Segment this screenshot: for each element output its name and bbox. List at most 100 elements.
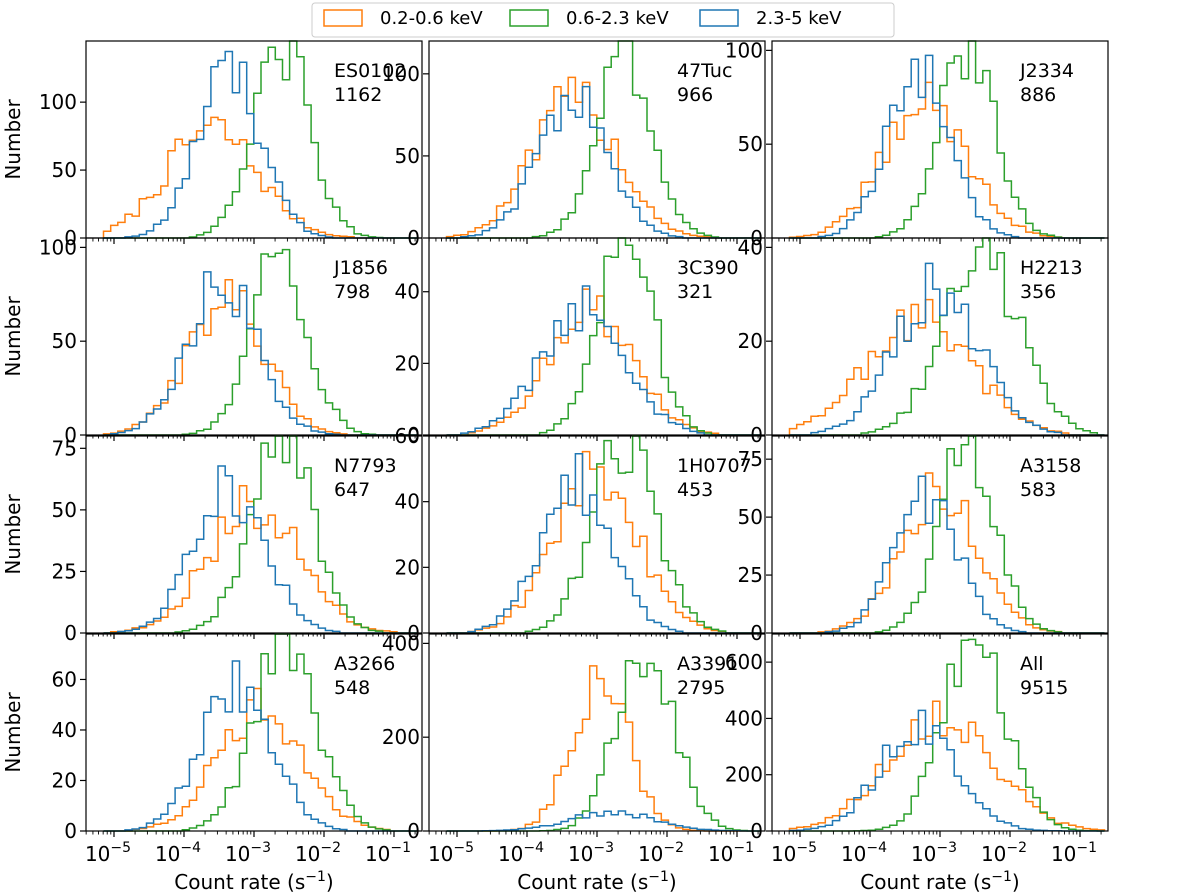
histogram-H2213-series-2	[789, 262, 1105, 436]
histogram-47Tuc-series-2	[446, 85, 762, 239]
legend-label-medium: 0.6-2.3 keV	[566, 8, 669, 29]
histogram-3C390-series-2	[446, 285, 762, 436]
y-axis-label: Number	[1, 99, 25, 180]
panel-name: 1H0707	[677, 455, 752, 477]
y-tick-label: 0	[64, 819, 77, 843]
y-tick-label: 20	[395, 351, 420, 375]
y-tick-label: 20	[395, 555, 420, 579]
y-tick-label: 50	[738, 505, 763, 529]
panel-name: H2213	[1020, 257, 1083, 279]
panel-count: 798	[334, 281, 370, 303]
y-axis-label: Number	[1, 494, 25, 575]
y-axis-label: Number	[1, 296, 25, 377]
y-tick-label: 60	[395, 424, 420, 448]
y-tick-label: 100	[382, 62, 420, 86]
x-tick-exponent: −2	[1006, 840, 1027, 856]
panel-count: 548	[334, 677, 370, 699]
y-tick-label: 75	[52, 436, 77, 460]
y-tick-label: 40	[52, 718, 77, 742]
panel-name: ES0102	[334, 60, 406, 82]
x-axis-label-close: )	[326, 870, 334, 894]
x-axis-label: Count rate (s−1)	[174, 869, 333, 894]
y-tick-label: 0	[750, 621, 763, 645]
x-tick-label: 10−2	[981, 840, 1027, 866]
histogram-J1856-series-2	[103, 271, 419, 436]
panel-count: 356	[1020, 281, 1056, 303]
panel-name: 47Tuc	[677, 60, 732, 82]
x-tick-exponent: −2	[663, 840, 684, 856]
x-tick-exponent: −1	[1076, 840, 1097, 856]
y-tick-label: 0	[407, 423, 420, 447]
y-tick-label: 0	[407, 819, 420, 843]
y-tick-label: 0	[64, 621, 77, 645]
histogram-H2213-series-0	[788, 298, 1105, 436]
panel-name: A3391	[677, 653, 738, 675]
panel-name: A3158	[1020, 455, 1081, 477]
y-tick-label: 40	[395, 280, 420, 304]
histogram-A3158-series-2	[789, 475, 1105, 634]
histogram-ES0102-series-0	[102, 116, 419, 239]
y-tick-label: 100	[725, 38, 763, 62]
y-tick-label: 50	[52, 498, 77, 522]
panel-count: 2795	[677, 677, 725, 699]
x-tick-label: 10−2	[295, 840, 341, 866]
x-tick-exponent: −4	[866, 840, 887, 856]
y-tick-label: 25	[52, 559, 77, 583]
y-tick-label: 50	[52, 329, 77, 353]
y-tick-label: 60	[52, 667, 77, 691]
histogram-1H0707-series-2	[446, 453, 762, 634]
histogram-A3158-series-0	[789, 472, 1105, 634]
histogram-N7793-series-1	[103, 435, 419, 634]
x-tick-label: 10−4	[155, 840, 201, 866]
histogram-All-series-2	[788, 709, 1105, 832]
y-tick-label: 200	[382, 725, 420, 749]
x-tick-label: 10−5	[85, 840, 131, 866]
panel-A3266: 0 20 40 60 10−5 10−4 10−3 10−2 10−1 Count rate (s…	[1, 633, 423, 894]
y-tick-label: 0	[750, 423, 763, 447]
x-tick-label: 10−3	[225, 840, 271, 866]
histogram-A3266-series-2	[103, 660, 419, 832]
y-tick-label: 75	[738, 447, 763, 471]
histogram-J1856-series-1	[103, 248, 419, 436]
y-tick-label: 600	[725, 650, 763, 674]
x-tick-exponent: −4	[180, 840, 201, 856]
x-axis-label-exponent: −1	[305, 869, 326, 885]
x-axis-label-close: )	[1012, 870, 1020, 894]
histogram-N7793-series-0	[103, 484, 419, 634]
y-tick-label: 0	[407, 621, 420, 645]
x-tick-label: 10−4	[841, 840, 887, 866]
x-tick-exponent: −4	[523, 840, 544, 856]
y-tick-label: 20	[738, 329, 763, 353]
x-tick-label: 10−3	[911, 840, 957, 866]
histogram-A3391-series-2	[446, 810, 762, 832]
x-axis-label-exponent: −1	[648, 869, 669, 885]
y-tick-label: 50	[395, 144, 420, 168]
y-tick-label: 25	[738, 563, 763, 587]
x-axis-label: Count rate (s−1)	[517, 869, 676, 894]
y-tick-label: 0	[750, 819, 763, 843]
x-tick-label: 10−1	[708, 840, 754, 866]
y-tick-label: 400	[725, 706, 763, 730]
histogram-1H0707-series-1	[446, 435, 762, 634]
y-tick-label: 200	[725, 763, 763, 787]
x-tick-label: 10−3	[568, 840, 614, 866]
panel-count: 1162	[334, 84, 382, 106]
legend-frame	[311, 2, 895, 38]
panel-count: 9515	[1020, 677, 1068, 699]
panel-name: J2334	[1019, 60, 1074, 82]
histogram-1H0707-series-0	[446, 450, 762, 634]
y-tick-label: 100	[39, 235, 77, 259]
legend-swatch-soft	[323, 9, 363, 27]
x-tick-label: 10−1	[1051, 840, 1097, 866]
y-tick-label: 40	[738, 235, 763, 259]
histogram-3C390-series-0	[446, 288, 762, 436]
